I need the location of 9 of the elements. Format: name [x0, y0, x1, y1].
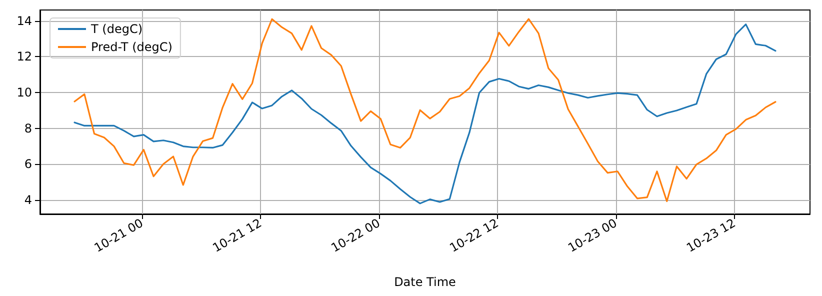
- y-tick-label: 12: [16, 50, 32, 64]
- x-axis-title: Date Time: [394, 275, 456, 289]
- y-tick-label: 4: [24, 193, 32, 208]
- legend-label: Pred-T (degC): [91, 40, 172, 54]
- y-tick-label: 8: [24, 121, 32, 136]
- y-tick-label: 10: [16, 86, 32, 100]
- y-tick-label: 6: [24, 157, 32, 172]
- y-tick-label: 14: [16, 14, 32, 28]
- legend-label: T (degC): [90, 22, 143, 36]
